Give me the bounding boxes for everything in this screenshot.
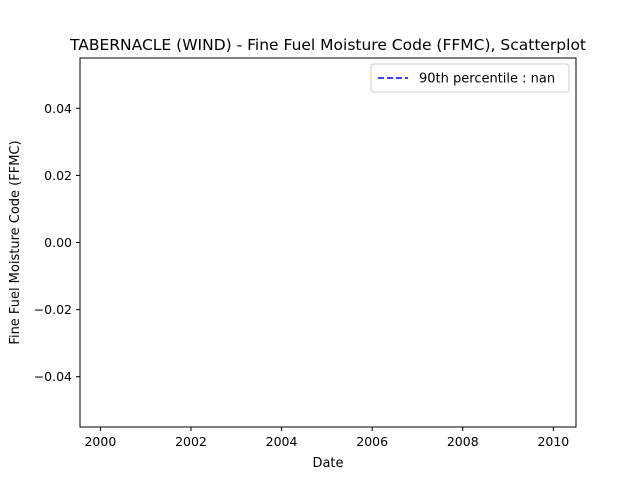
- x-axis-label: Date: [312, 456, 343, 471]
- x-tick-label: 2006: [356, 434, 388, 449]
- x-axis-ticks: 2000 2002 2004 2006 2008 2010: [84, 427, 569, 449]
- y-axis-ticks: 0.04 0.02 0.00 −0.02 −0.04: [34, 101, 80, 384]
- y-tick-label: 0.02: [44, 168, 72, 183]
- x-tick-label: 2000: [84, 434, 116, 449]
- x-tick-label: 2008: [447, 434, 479, 449]
- x-tick-label: 2002: [175, 434, 207, 449]
- y-tick-label: −0.02: [34, 302, 72, 317]
- plot-area: [79, 57, 577, 428]
- y-tick-label: −0.04: [34, 369, 72, 384]
- y-axis-label: Fine Fuel Moisture Code (FFMC): [8, 140, 23, 344]
- x-tick-label: 2010: [537, 434, 569, 449]
- x-tick-label: 2004: [266, 434, 298, 449]
- chart-title: TABERNACLE (WIND) - Fine Fuel Moisture C…: [69, 36, 586, 54]
- legend-box: [370, 63, 570, 93]
- legend-entry-label: 90th percentile : nan: [419, 72, 555, 87]
- y-tick-label: 0.04: [44, 101, 72, 116]
- legend: 90th percentile : nan: [370, 63, 570, 93]
- y-tick-label: 0.00: [44, 235, 72, 250]
